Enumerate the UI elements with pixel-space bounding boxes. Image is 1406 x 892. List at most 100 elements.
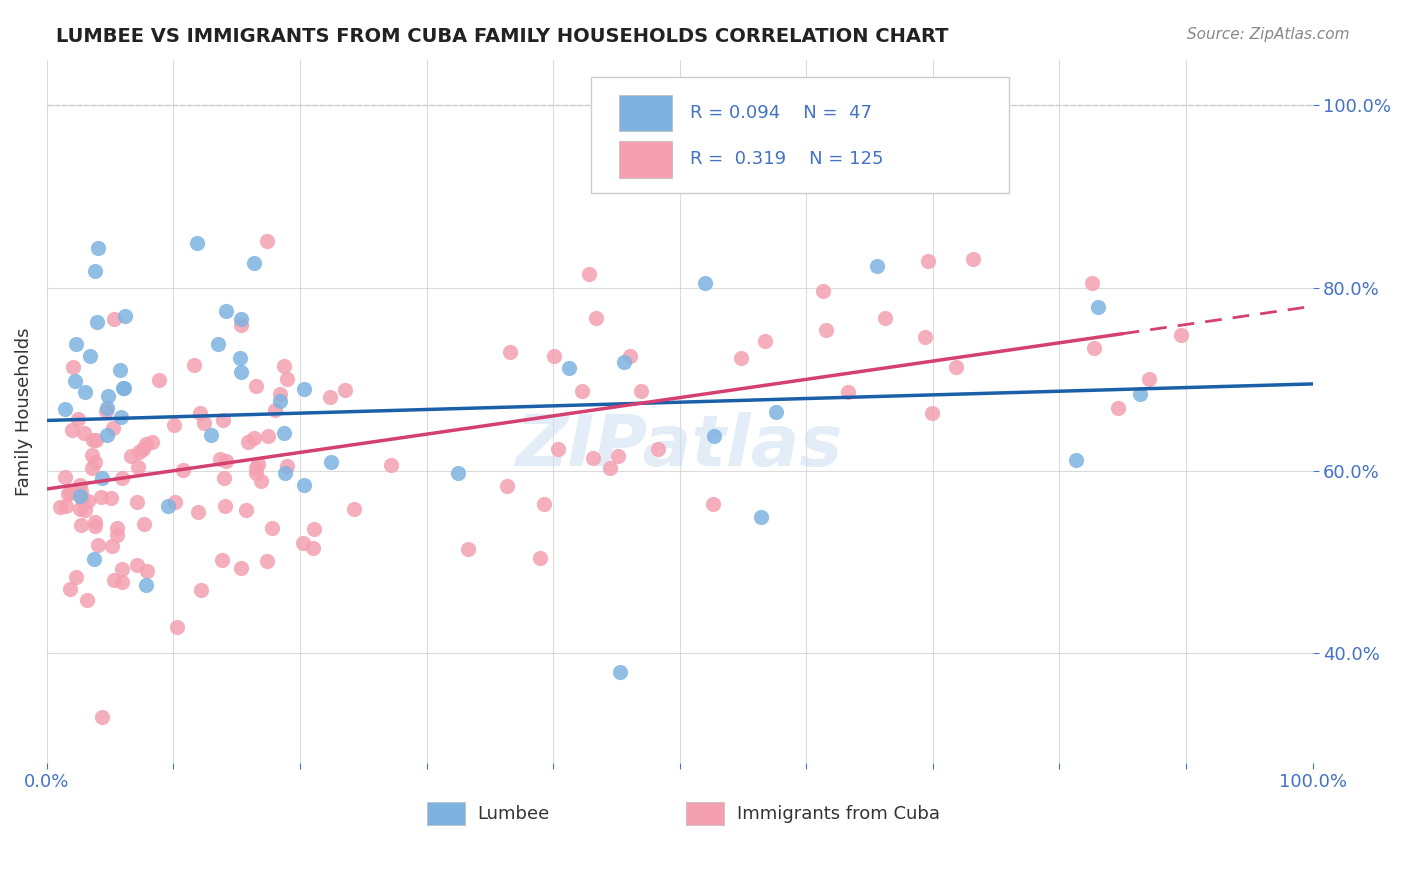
Point: [814, 323, 837, 337]
Point: [70, 517, 93, 532]
Point: [292, 383, 315, 397]
Point: [110, 363, 132, 377]
Point: [945, 359, 967, 374]
Point: [190, 405, 212, 419]
Point: [571, 384, 593, 399]
Point: [62, 423, 84, 437]
Point: [276, 458, 298, 473]
Point: [162, 417, 184, 432]
Point: [131, 442, 153, 456]
Point: [97, 389, 120, 403]
Point: [208, 452, 231, 467]
Point: [59, 582, 82, 597]
Point: [273, 359, 295, 373]
Point: [110, 410, 132, 425]
Point: [63, 374, 86, 388]
Point: [120, 450, 142, 464]
Point: [245, 460, 267, 475]
Point: [498, 345, 520, 359]
Point: [1083, 342, 1105, 356]
Point: [599, 461, 621, 475]
Point: [48, 500, 70, 515]
Point: [105, 521, 128, 535]
Point: [335, 383, 357, 397]
Bar: [619, 141, 672, 178]
Point: [70, 491, 93, 506]
Point: [65, 569, 87, 583]
Text: ZIPatlas: ZIPatlas: [516, 412, 844, 481]
Point: [693, 276, 716, 290]
Bar: [686, 803, 724, 825]
Point: [83, 552, 105, 566]
Point: [77, 494, 100, 508]
Point: [865, 260, 887, 274]
Point: [558, 360, 581, 375]
Point: [166, 620, 188, 634]
Point: [235, 503, 257, 517]
Point: [273, 467, 295, 481]
Point: [1170, 327, 1192, 342]
Point: [447, 467, 470, 481]
Text: Source: ZipAtlas.com: Source: ZipAtlas.com: [1187, 27, 1350, 42]
Point: [101, 540, 124, 554]
Bar: [426, 803, 464, 825]
Point: [79, 349, 101, 363]
Point: [302, 541, 325, 555]
Point: [765, 405, 787, 419]
Point: [211, 553, 233, 567]
Point: [83, 264, 105, 278]
Point: [585, 311, 607, 326]
Point: [94, 403, 117, 417]
Point: [292, 536, 315, 550]
Point: [229, 351, 252, 365]
Point: [238, 434, 260, 449]
Point: [609, 665, 631, 679]
Point: [318, 390, 340, 404]
Point: [533, 497, 555, 511]
Point: [343, 501, 366, 516]
Point: [55, 499, 77, 513]
Point: [496, 479, 519, 493]
Point: [125, 495, 148, 509]
Point: [547, 442, 569, 456]
Point: [91, 471, 114, 485]
Point: [103, 573, 125, 587]
Point: [304, 522, 326, 536]
Point: [212, 470, 235, 484]
Point: [172, 463, 194, 477]
Point: [69, 489, 91, 503]
Y-axis label: Family Households: Family Households: [15, 327, 32, 496]
Point: [243, 256, 266, 270]
Point: [96, 401, 118, 416]
Point: [82, 449, 104, 463]
Point: [207, 337, 229, 351]
Point: [1087, 300, 1109, 314]
Point: [264, 402, 287, 417]
Bar: [619, 95, 672, 131]
Point: [245, 379, 267, 393]
Text: Lumbee: Lumbee: [477, 805, 550, 822]
Text: Immigrants from Cuba: Immigrants from Cuba: [737, 805, 939, 822]
Point: [703, 429, 725, 443]
Point: [754, 334, 776, 348]
Point: [702, 497, 724, 511]
Point: [73, 384, 96, 399]
Point: [127, 558, 149, 572]
Point: [84, 433, 107, 447]
Point: [613, 355, 636, 369]
Point: [730, 351, 752, 366]
Point: [73, 426, 96, 441]
Point: [543, 349, 565, 363]
Text: LUMBEE VS IMMIGRANTS FROM CUBA FAMILY HOUSEHOLDS CORRELATION CHART: LUMBEE VS IMMIGRANTS FROM CUBA FAMILY HO…: [56, 27, 949, 45]
Point: [90, 710, 112, 724]
Point: [73, 503, 96, 517]
Point: [183, 358, 205, 372]
Point: [875, 311, 897, 326]
Point: [607, 450, 630, 464]
Point: [83, 455, 105, 469]
Point: [86, 315, 108, 329]
Point: [84, 516, 107, 530]
Point: [112, 381, 135, 395]
Point: [200, 428, 222, 442]
Text: R = 0.094    N =  47: R = 0.094 N = 47: [690, 104, 872, 122]
